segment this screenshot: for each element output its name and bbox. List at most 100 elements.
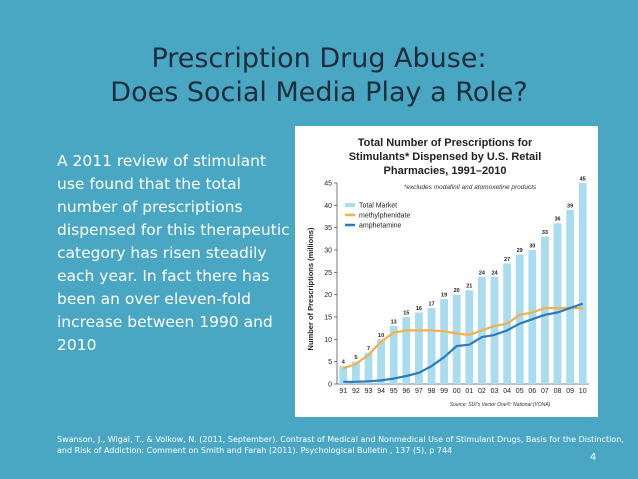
slide-title: Prescription Drug Abuse: Does Social Med… (0, 42, 638, 110)
x-tick-label: 04 (503, 388, 511, 395)
y-tick-label: 25 (324, 270, 332, 277)
body-line: 2010 (57, 336, 97, 354)
y-tick-label: 5 (328, 359, 332, 366)
y-tick-label: 20 (324, 292, 332, 299)
legend-label-total-market: Total Market (359, 203, 397, 210)
legend-label-amphetamine: amphetamine (359, 223, 402, 230)
slide-title-line-1: Prescription Drug Abuse: (151, 43, 487, 74)
body-line: been an over eleven-fold (57, 290, 251, 308)
y-tick-label: 30 (324, 248, 332, 255)
body-line: increase between 1990 and (57, 313, 273, 331)
bar-value-label: 39 (567, 203, 573, 209)
bar-value-label: 36 (554, 217, 560, 223)
bar-value-label: 7 (367, 346, 370, 352)
x-tick-label: 03 (491, 388, 499, 395)
bar-value-label: 4 (342, 360, 346, 366)
chart-title-line-2: Stimulants* Dispensed by U.S. Retail (349, 151, 542, 163)
citation-line-2: and Risk of Addiction: Comment on Smith … (57, 446, 453, 455)
prescriptions-chart: Total Number of Prescriptions for Stimul… (295, 126, 598, 417)
body-line: category has risen steadily (57, 244, 267, 262)
x-tick-label: 95 (390, 388, 398, 395)
legend-swatch-total-market (345, 203, 355, 207)
bar-value-label: 10 (378, 333, 384, 339)
bar-value-label: 29 (517, 248, 523, 254)
x-tick-label: 94 (377, 388, 385, 395)
chart-legend: Total Market methylphenidate amphetamine (345, 203, 410, 230)
x-tick-label: 02 (478, 388, 486, 395)
slide-body-text: A 2011 review of stimulant use found tha… (57, 150, 297, 357)
bar-value-label: 5 (354, 355, 357, 361)
x-tick-label: 01 (465, 388, 473, 395)
bar-value-label: 13 (391, 319, 397, 325)
bar-value-label: 24 (479, 270, 486, 276)
bar-total-market (578, 183, 587, 384)
bar-total-market (515, 254, 524, 384)
x-tick-label: 10 (579, 388, 587, 395)
bar-total-market (440, 299, 449, 384)
chart-source: Source: SDI's Vector One®: National (VON… (450, 401, 551, 408)
citation: Swanson, J., Wigal, T., & Volkow, N. (20… (57, 434, 624, 456)
x-tick-label: 07 (541, 388, 549, 395)
bar-total-market (465, 290, 474, 384)
bar-value-label: 16 (416, 306, 422, 312)
x-tick-label: 98 (428, 388, 436, 395)
bar-total-market (540, 236, 549, 384)
bar-total-market (528, 250, 537, 384)
citation-line-1: Swanson, J., Wigal, T., & Volkow, N. (20… (57, 435, 624, 444)
bar-value-label: 19 (441, 293, 447, 299)
line-methylphenidate (342, 307, 583, 370)
x-tick-label: 92 (352, 388, 360, 395)
slide-title-line-2: Does Social Media Play a Role? (110, 77, 528, 108)
bar-value-label: 30 (529, 244, 535, 250)
bar-value-label: 33 (542, 230, 548, 236)
body-line: use found that the total (57, 175, 241, 193)
bar-total-market (339, 366, 348, 384)
x-tick-label: 93 (365, 388, 373, 395)
y-axis-label: Number of Prescriptions (millions) (306, 227, 315, 350)
body-line: each year. In fact there has (57, 267, 270, 285)
bar-total-market (351, 361, 360, 384)
legend-label-methylphenidate: methylphenidate (359, 213, 410, 220)
x-tick-label: 08 (554, 388, 562, 395)
chart-svg: Total Number of Prescriptions for Stimul… (306, 137, 589, 408)
x-tick-label: 09 (566, 388, 574, 395)
bar-value-label: 27 (504, 257, 510, 263)
x-tick-label: 06 (528, 388, 536, 395)
body-line: number of prescriptions (57, 198, 243, 216)
bar-total-market (364, 352, 373, 384)
bar-total-market (553, 223, 562, 384)
bar-total-market (452, 294, 461, 384)
bar-value-label: 15 (403, 311, 409, 317)
bar-total-market (490, 276, 499, 384)
page-number: 4 (590, 452, 597, 463)
bar-value-label: 20 (454, 288, 460, 294)
bar-total-market (566, 209, 575, 384)
body-line: dispensed for this therapeutic (57, 221, 290, 239)
line-amphetamine (343, 302, 584, 383)
y-tick-label: 10 (324, 337, 332, 344)
bar-value-label: 17 (428, 302, 434, 308)
y-tick-label: 15 (324, 315, 332, 322)
body-line: A 2011 review of stimulant (57, 152, 267, 170)
x-tick-label: 05 (516, 388, 524, 395)
y-tick-label: 45 (324, 181, 332, 188)
bar-total-market (389, 325, 398, 384)
bar-value-label: 45 (580, 177, 586, 183)
bar-total-market (427, 308, 436, 384)
x-tick-label: 96 (402, 388, 410, 395)
x-tick-label: 99 (440, 388, 448, 395)
bar-value-label: 21 (466, 284, 472, 290)
y-tick-label: 0 (328, 382, 332, 389)
chart-title-line-1: Total Number of Prescriptions for (358, 137, 533, 149)
bar-value-label: 24 (491, 270, 498, 276)
bar-total-market (414, 312, 423, 384)
bar-total-market (402, 317, 411, 384)
x-tick-label: 91 (339, 388, 347, 395)
y-tick-label: 35 (324, 225, 332, 232)
chart-subtitle: *excludes modafinil and atomoxetine prod… (404, 184, 537, 191)
chart-title-line-3: Pharmacies, 1991–2010 (384, 165, 507, 177)
y-tick-label: 40 (324, 203, 332, 210)
x-tick-label: 97 (415, 388, 423, 395)
bar-total-market (377, 339, 386, 384)
x-tick-label: 00 (453, 388, 461, 395)
